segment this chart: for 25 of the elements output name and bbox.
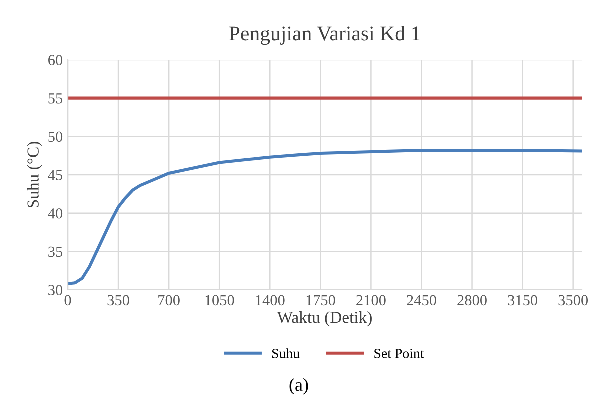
chart-title: Pengujian Variasi Kd 1 — [229, 26, 420, 46]
x-tick-label: 2450 — [407, 295, 436, 306]
y-tick-label: 35 — [48, 246, 63, 258]
x-tick-label: 1400 — [256, 295, 285, 306]
y-tick-label: 60 — [48, 55, 63, 66]
x-tick-label: 1050 — [206, 295, 234, 306]
y-tick-label: 40 — [48, 208, 63, 219]
x-tick-label: 0 — [64, 295, 72, 306]
y-tick-label: 50 — [48, 132, 63, 142]
y-axis-title: Suhu (°C) — [27, 142, 42, 208]
x-tick-label: 2100 — [356, 295, 386, 306]
y-tick-label: 45 — [48, 170, 63, 180]
x-axis-title: Waktu (Detik) — [277, 311, 372, 327]
x-tick-label: 350 — [108, 295, 130, 306]
y-tick-label: 30 — [48, 285, 63, 296]
x-tick-label: 2800 — [458, 295, 487, 306]
x-tick-label: 3500 — [558, 295, 588, 306]
legend-label: Suhu — [272, 348, 300, 358]
x-tick-label: 700 — [158, 295, 180, 306]
x-tick-label: 3150 — [508, 295, 538, 306]
y-tick-label: 55 — [48, 94, 63, 104]
line-series — [68, 148, 582, 286]
text: (a) — [290, 378, 308, 395]
x-tick-label: 1750 — [306, 295, 336, 306]
legend-label: Set Point — [374, 349, 424, 358]
